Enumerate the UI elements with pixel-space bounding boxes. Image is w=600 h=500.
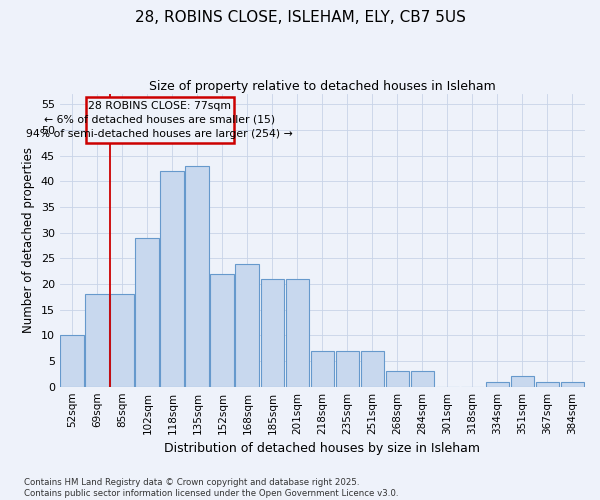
Bar — [386, 372, 409, 386]
Bar — [410, 372, 434, 386]
Bar — [361, 351, 384, 386]
Bar — [311, 351, 334, 386]
Bar — [560, 382, 584, 386]
Text: ← 6% of detached houses are smaller (15): ← 6% of detached houses are smaller (15) — [44, 114, 275, 124]
Bar — [235, 264, 259, 386]
Bar — [485, 382, 509, 386]
Bar — [185, 166, 209, 386]
Bar — [536, 382, 559, 386]
Y-axis label: Number of detached properties: Number of detached properties — [22, 148, 35, 334]
Text: 94% of semi-detached houses are larger (254) →: 94% of semi-detached houses are larger (… — [26, 128, 293, 138]
Bar — [511, 376, 535, 386]
Bar — [85, 294, 109, 386]
Text: Contains HM Land Registry data © Crown copyright and database right 2025.
Contai: Contains HM Land Registry data © Crown c… — [24, 478, 398, 498]
Bar — [61, 336, 84, 386]
Bar — [110, 294, 134, 386]
Bar — [335, 351, 359, 386]
Text: 28 ROBINS CLOSE: 77sqm: 28 ROBINS CLOSE: 77sqm — [88, 101, 232, 111]
Text: 28, ROBINS CLOSE, ISLEHAM, ELY, CB7 5US: 28, ROBINS CLOSE, ISLEHAM, ELY, CB7 5US — [134, 10, 466, 25]
Bar — [160, 171, 184, 386]
Bar — [260, 279, 284, 386]
Bar — [136, 238, 159, 386]
X-axis label: Distribution of detached houses by size in Isleham: Distribution of detached houses by size … — [164, 442, 481, 455]
Bar — [211, 274, 234, 386]
Bar — [286, 279, 309, 386]
Title: Size of property relative to detached houses in Isleham: Size of property relative to detached ho… — [149, 80, 496, 93]
Bar — [86, 96, 233, 143]
